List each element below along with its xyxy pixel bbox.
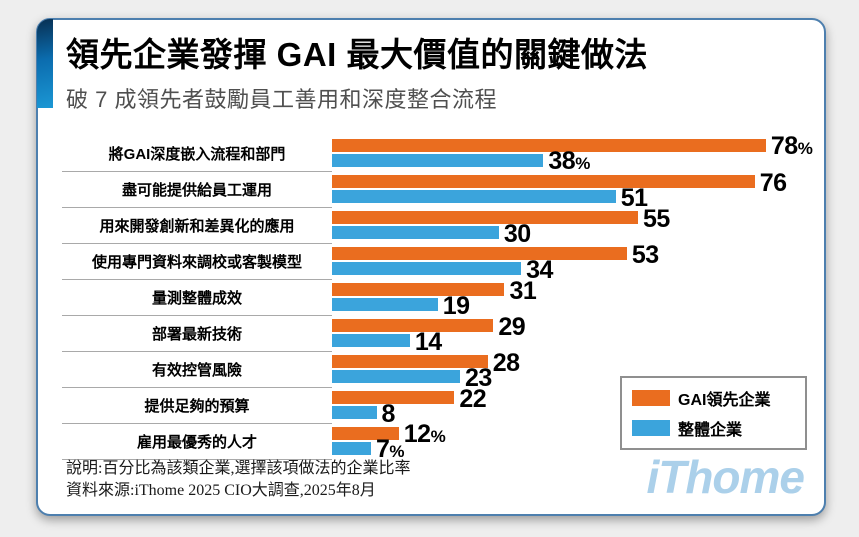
- overall-bar: [332, 406, 377, 419]
- overall-bar: [332, 298, 438, 311]
- category-bars: 55 30: [332, 205, 777, 248]
- overall-bar: [332, 154, 544, 167]
- chart-row: 盡可能提供給員工運用 76 51: [62, 171, 804, 212]
- title-accent-stripe: [37, 19, 53, 108]
- category-label: 部署最新技術: [62, 316, 332, 352]
- leader-legend-swatch: [632, 390, 670, 406]
- legend-item: 整體企業: [632, 416, 795, 440]
- bar-value-label: 12%: [403, 420, 446, 448]
- chart-row: 有效控管風險 28 23: [62, 349, 804, 392]
- chart-row: 部署最新技術 29 14: [62, 313, 804, 356]
- overall-legend-swatch: [632, 420, 670, 436]
- leader-bar: [332, 139, 766, 152]
- footnote-line2: 資料來源:iThome 2025 CIO大調查,2025年8月: [66, 482, 376, 499]
- bar-value-label: 51: [620, 184, 648, 212]
- legend-item: GAI領先企業: [632, 386, 795, 410]
- leader-bar: [332, 283, 505, 296]
- leader-bar-line: 22: [332, 385, 777, 413]
- leader-bar-line: 31: [332, 277, 777, 305]
- overall-bar: [332, 442, 371, 455]
- leader-bar: [332, 211, 638, 224]
- overall-bar-line: 23: [332, 364, 777, 392]
- overall-bar: [332, 190, 616, 203]
- overall-bar-line: 7%: [332, 435, 777, 463]
- ithome-logo: iThome: [646, 451, 805, 503]
- category-label: 使用專門資料來調校或客製模型: [62, 244, 332, 280]
- legend-label: 整體企業: [678, 422, 743, 439]
- leader-bar-line: 53: [332, 241, 777, 269]
- overall-bar-line: 8: [332, 400, 777, 428]
- leader-bar: [332, 391, 455, 404]
- category-bars: 29 14: [332, 313, 777, 356]
- category-label: 將GAI深度嵌入流程和部門: [62, 136, 332, 172]
- legend-label: GAI領先企業: [678, 392, 771, 409]
- category-bars: 53 34: [332, 241, 777, 284]
- category-label: 用來開發創新和差異化的應用: [62, 208, 332, 244]
- category-label: 盡可能提供給員工運用: [62, 172, 332, 208]
- overall-bar-line: 51: [332, 184, 777, 212]
- bar-value-label: 22: [459, 385, 487, 413]
- chart-row: 使用專門資料來調校或客製模型 53 34: [62, 241, 804, 284]
- chart-row: 量測整體成效 31 19: [62, 277, 804, 320]
- bar-value-label: 8: [381, 400, 396, 428]
- bar-value-label: 14: [414, 328, 442, 356]
- category-bars: 28 23: [332, 349, 777, 392]
- leader-bar-line: 28: [332, 349, 777, 377]
- leader-bar: [332, 427, 399, 440]
- overall-bar-line: 34: [332, 256, 777, 284]
- chart-subtitle: 破 7 成領先者鼓勵員工善用和深度整合流程: [66, 87, 497, 112]
- leader-bar: [332, 355, 488, 368]
- chart-legend: GAI領先企業 整體企業: [620, 376, 807, 450]
- chart-row: 雇用最優秀的人才 12% 7%: [62, 420, 804, 463]
- bar-value-label: 76: [759, 169, 787, 197]
- bar-value-label: 38%: [548, 147, 590, 175]
- category-label: 雇用最優秀的人才: [62, 424, 332, 460]
- bar-value-label: 55: [642, 205, 670, 233]
- overall-bar: [332, 370, 460, 383]
- bar-value-label: 23: [464, 364, 492, 392]
- chart-row: 提供足夠的預算 22 8: [62, 385, 804, 428]
- bar-value-label: 34: [526, 256, 553, 284]
- leader-bar-line: 12%: [332, 420, 777, 448]
- overall-bar-line: 38%: [332, 147, 777, 175]
- footnote-line1: 說明:百分比為該類企業,選擇該項做法的企業比率: [66, 460, 411, 477]
- leader-bar: [332, 319, 494, 332]
- category-bars: 31 19: [332, 277, 777, 320]
- bar-value-label: 53: [631, 241, 659, 269]
- overall-bar-line: 19: [332, 292, 777, 320]
- leader-bar: [332, 175, 755, 188]
- leader-bar-line: 29: [332, 313, 777, 341]
- overall-bar: [332, 334, 410, 347]
- bar-value-label: 78%: [770, 132, 813, 160]
- footnote: 說明:百分比為該類企業,選擇該項做法的企業比率 資料來源:iThome 2025…: [66, 458, 410, 502]
- bar-chart: 將GAI深度嵌入流程和部門 78% 38% 盡可能提供給員工運用 76 51 用來開發創新和…: [62, 134, 813, 463]
- bar-value-label: 30: [503, 220, 531, 248]
- chart-row: 將GAI深度嵌入流程和部門 78% 38%: [62, 134, 813, 175]
- category-bars: 12% 7%: [332, 420, 777, 463]
- category-bars: 22 8: [332, 385, 777, 428]
- leader-bar-line: 55: [332, 205, 777, 233]
- chart-row: 用來開發創新和差異化的應用 55 30: [62, 205, 804, 248]
- bar-value-label: 29: [498, 313, 526, 341]
- leader-bar-line: 78%: [332, 134, 813, 159]
- overall-bar: [332, 262, 522, 275]
- chart-card: 領先企業發揮 GAI 最大價值的關鍵做法 破 7 成領先者鼓勵員工善用和深度整合…: [36, 18, 826, 516]
- overall-bar-line: 30: [332, 220, 777, 248]
- category-label: 提供足夠的預算: [62, 388, 332, 424]
- category-label: 量測整體成效: [62, 280, 332, 316]
- bar-value-label: 7%: [375, 435, 405, 463]
- bar-value-label: 28: [492, 349, 520, 377]
- bar-value-label: 31: [509, 277, 537, 305]
- category-bars: 78% 38%: [332, 134, 813, 175]
- leader-bar-line: 76: [332, 171, 787, 196]
- overall-bar-line: 14: [332, 328, 777, 356]
- category-label: 有效控管風險: [62, 352, 332, 388]
- chart-title: 領先企業發揮 GAI 最大價值的關鍵做法: [66, 36, 649, 73]
- overall-bar: [332, 226, 499, 239]
- bar-value-label: 19: [442, 292, 470, 320]
- leader-bar: [332, 247, 627, 260]
- category-bars: 76 51: [332, 171, 787, 212]
